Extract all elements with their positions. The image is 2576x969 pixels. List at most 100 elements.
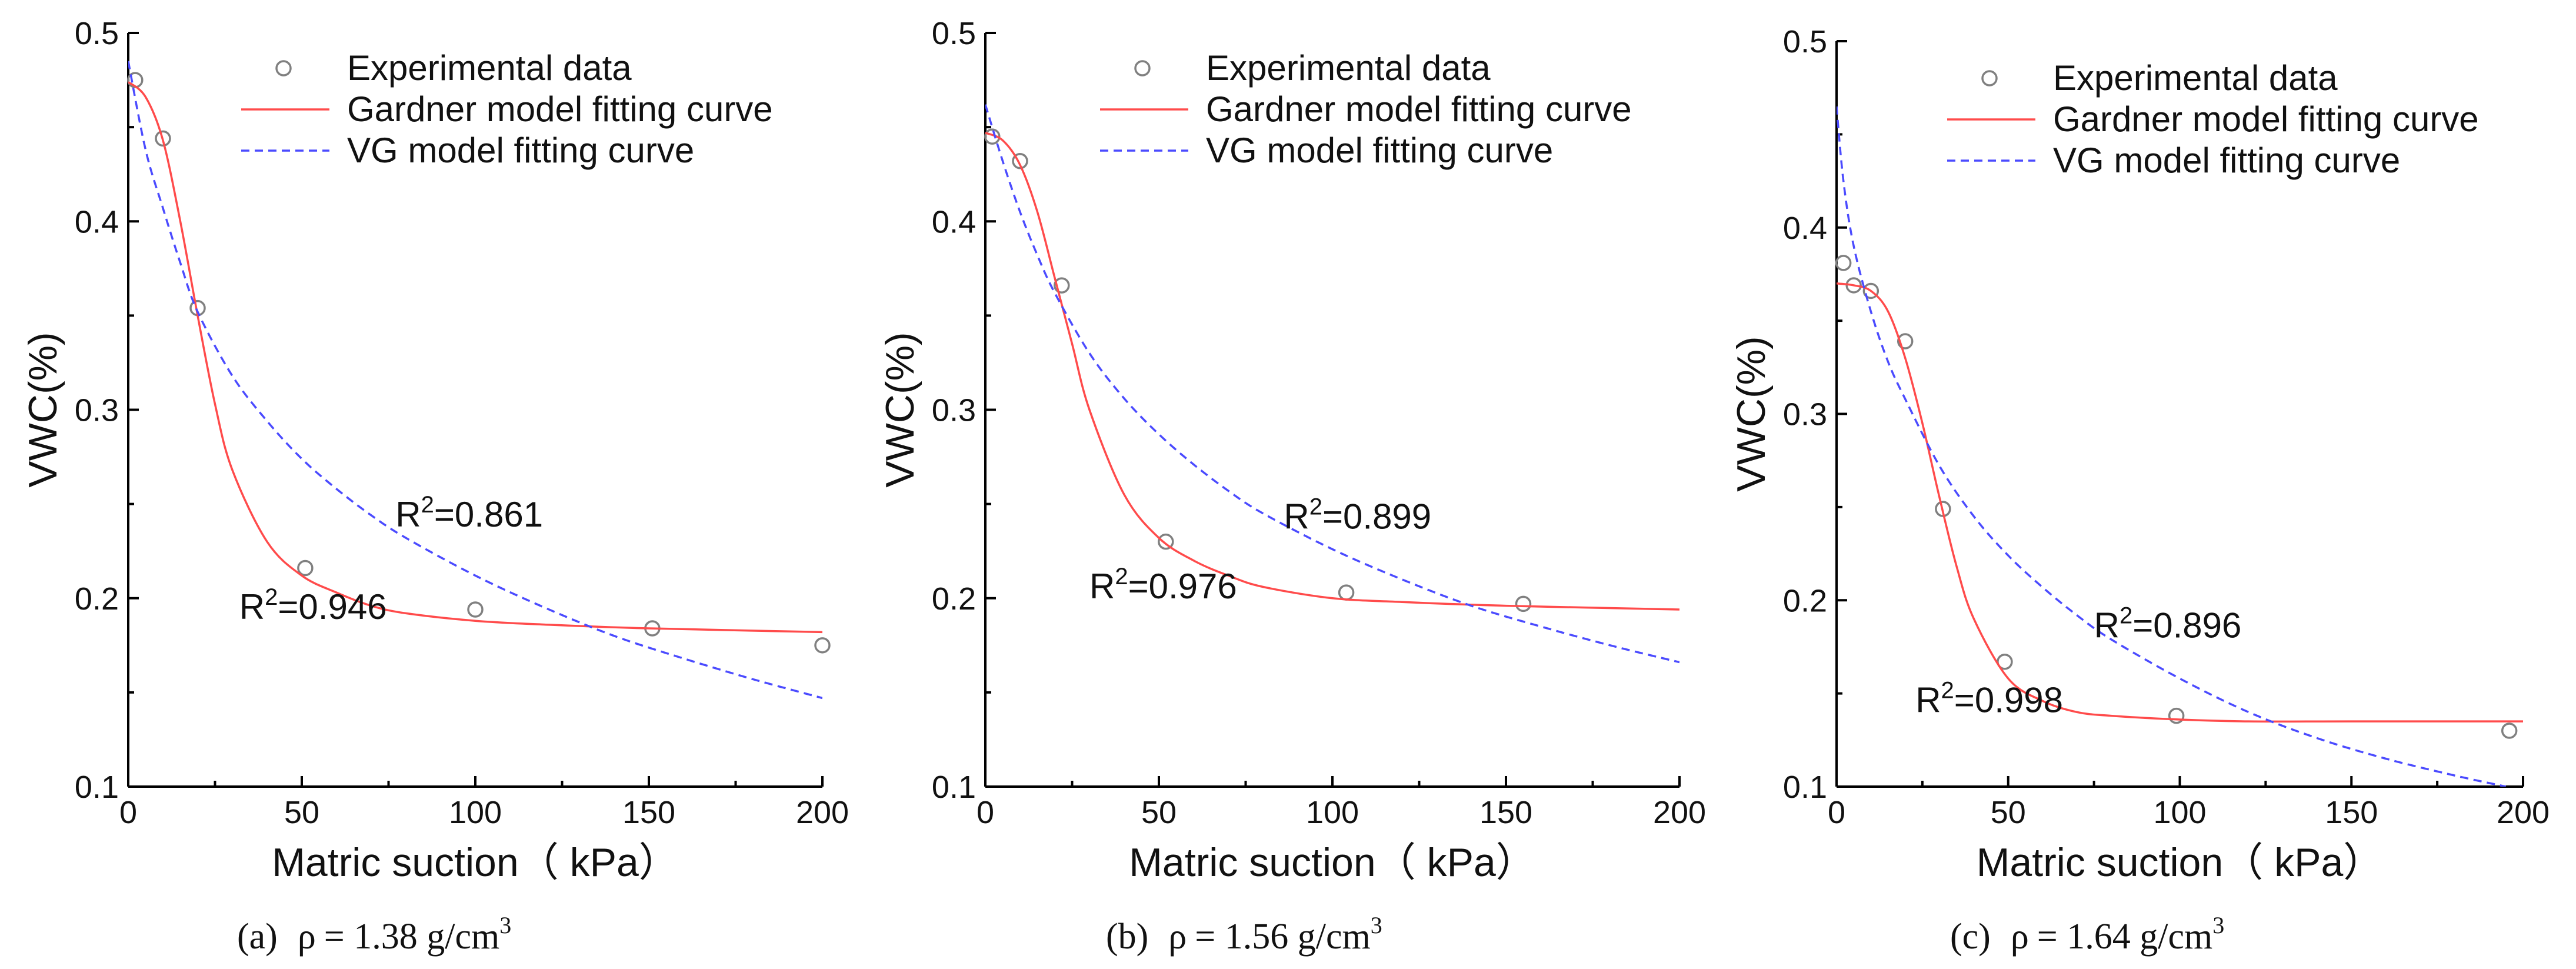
y-tick-label: 0.1 [1783,770,1827,805]
x-tick-label: 0 [1828,795,1845,830]
caption-symbol: ρ [1168,917,1187,957]
legend-entry-label: Gardner model fitting curve [347,89,773,129]
r-squared-annotation: R2=0.861 [395,492,543,534]
data-point [984,128,1001,145]
x-tick-label: 100 [1306,795,1359,830]
y-tick-label: 0.2 [1783,583,1827,618]
y-tick-label: 0.5 [1783,24,1827,59]
legend-marker-circle [1134,60,1151,76]
data-point [1054,277,1070,294]
x-tick-label: 150 [1479,795,1532,830]
r-squared-value: =0.896 [2132,606,2241,645]
y-tick-label: 0.4 [1783,211,1827,246]
gardner-curve-line [985,132,1679,611]
r-squared-base: R [1089,567,1115,606]
data-point [2501,722,2518,739]
data-point [1158,533,1174,550]
data-point [814,637,831,654]
data-point [297,560,314,577]
x-tick-label: 200 [796,795,849,830]
legend-entry-label: Experimental data [1206,48,1491,88]
r-squared-value: =0.998 [1954,680,2063,720]
r-squared-base: R [2094,606,2120,645]
y-axis-title: VWC(%) [21,332,65,487]
r-squared-base: R [1284,497,1309,536]
r-squared-annotation: R2=0.998 [1915,677,2063,720]
r-squared-annotation: R2=0.896 [2094,603,2242,645]
legend-marker-circle [275,60,292,76]
data-point [1012,153,1028,169]
legend-entry-label: Experimental data [347,48,632,88]
r-squared-sup: 2 [1941,677,1954,703]
data-point [1897,333,1914,349]
legend-entry-label: VG model fitting curve [347,131,694,170]
data-point [1835,255,1852,271]
r-squared-value: =0.946 [278,587,386,627]
data-point [1997,654,2013,670]
caption-exponent: 3 [499,912,511,938]
vg-curve-line [985,104,1679,664]
x-tick-label: 100 [2153,795,2206,830]
y-tick-label: 0.1 [932,770,976,805]
r-squared-value: =0.976 [1128,567,1237,606]
y-axis-title: VWC(%) [878,332,922,487]
x-tick-label: 100 [449,795,502,830]
data-point [1845,277,1862,294]
caption-value: = 1.64 g/cm [2037,917,2212,957]
r-squared-base: R [239,587,265,627]
y-tick-label: 0.4 [932,204,976,239]
x-axis-title: Matric suction（ kPa） [1129,840,1536,885]
panel-caption: (b) ρ = 1.56 g/cm3 [1106,912,1382,957]
y-tick-label: 0.3 [932,393,976,428]
y-tick-label: 0.5 [932,16,976,51]
x-tick-label: 50 [1141,795,1177,830]
y-tick-label: 0.3 [1783,397,1827,432]
r-squared-sup: 2 [421,492,434,518]
r-squared-annotation: R2=0.946 [239,584,387,627]
r-squared-value: =0.861 [434,495,543,534]
x-tick-label: 0 [119,795,137,830]
caption-value: = 1.56 g/cm [1195,917,1370,957]
chart-panel-c: 0 50 100 150 200 0.1 0.2 0.3 0.4 0.5 Matric suctio… [1729,24,2550,957]
vg-curve-line [1837,106,2507,787]
caption-symbol: ρ [2011,917,2029,957]
chart-panel-b: 0 50 100 150 200 0.1 0.2 0.3 0.4 0.5 Matric suctio… [878,16,1706,957]
legend-entry-label: VG model fitting curve [2053,141,2400,180]
x-tick-label: 200 [1653,795,1706,830]
caption-exponent: 3 [1371,912,1382,938]
legend-entry-label: Gardner model fitting curve [2053,99,2479,139]
x-axis-title: Matric suction（ kPa） [272,840,679,885]
panel-caption: (a) ρ = 1.38 g/cm3 [237,912,511,957]
y-tick-label: 0.3 [75,393,119,428]
y-tick-label: 0.5 [75,16,119,51]
x-tick-label: 200 [2497,795,2550,830]
vg-curve-line [128,61,822,700]
x-axis-title: Matric suction（ kPa） [1977,840,2384,885]
caption-label: (b) [1106,917,1148,957]
data-point [155,130,171,147]
y-tick-label: 0.2 [932,581,976,617]
r-squared-annotation: R2=0.899 [1284,494,1431,536]
caption-label: (a) [237,917,278,957]
r-squared-value: =0.899 [1322,497,1431,536]
x-tick-label: 50 [284,795,319,830]
r-squared-sup: 2 [265,584,278,610]
caption-label: (c) [1950,917,1991,957]
x-tick-label: 150 [2325,795,2378,830]
x-tick-label: 150 [622,795,675,830]
r-squared-sup: 2 [1115,564,1128,590]
gardner-curve-line [1837,282,2523,723]
legend-marker-circle [1981,70,1998,86]
caption-exponent: 3 [2212,912,2224,938]
data-point [2168,707,2185,724]
data-point [1515,595,1532,612]
legend-entry-label: Gardner model fitting curve [1206,89,1632,129]
chart-panel-a: 0 50 100 150 200 0.1 0.2 0.3 0.4 0.5 Matric suctio… [21,16,849,957]
x-tick-label: 50 [1991,795,2026,830]
caption-value: = 1.38 g/cm [324,917,499,957]
legend-entry-label: Experimental data [2053,58,2338,98]
